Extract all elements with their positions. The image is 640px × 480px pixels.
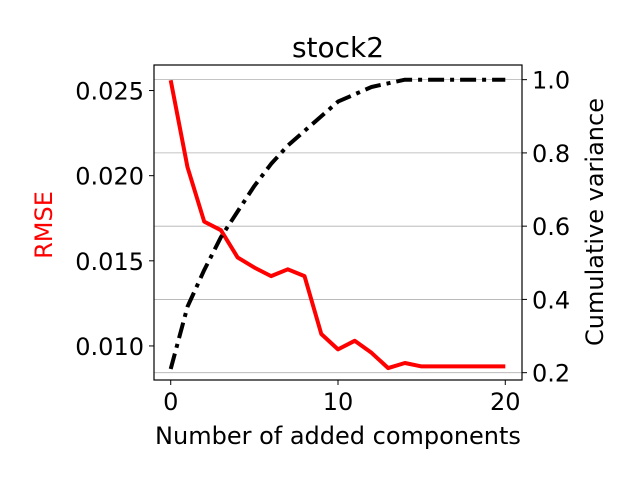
chart-title: stock2 bbox=[292, 31, 384, 64]
y-right-tick-label: 0.2 bbox=[532, 360, 570, 388]
x-axis-label: Number of added components bbox=[155, 422, 521, 450]
axis-ticks: 0 10 20 0.010 0.015 0.020 0.025 0.2 0.4 0.6 0.8 1.0 bbox=[75, 67, 570, 416]
y-left-tick-label: 0.015 bbox=[75, 248, 144, 276]
y-left-tick-label: 0.020 bbox=[75, 163, 144, 191]
y-axis-left-label: RMSE bbox=[30, 191, 58, 259]
y-right-tick-label: 0.8 bbox=[532, 140, 570, 168]
y-left-tick-label: 0.025 bbox=[75, 78, 144, 106]
y-left-tick-label: 0.010 bbox=[75, 333, 144, 361]
y-right-tick-label: 0.4 bbox=[532, 286, 570, 314]
cumulative-variance-series-line bbox=[168, 77, 506, 370]
y-axis-right-label: Cumulative variance bbox=[581, 98, 609, 346]
x-tick-label: 0 bbox=[163, 388, 178, 416]
rmse-series-line bbox=[168, 79, 506, 371]
series-layer bbox=[168, 77, 506, 371]
y-right-tick-label: 0.6 bbox=[532, 213, 570, 241]
x-tick-label: 20 bbox=[490, 388, 521, 416]
y-right-tick-label: 1.0 bbox=[532, 67, 570, 95]
x-tick-label: 10 bbox=[323, 388, 354, 416]
